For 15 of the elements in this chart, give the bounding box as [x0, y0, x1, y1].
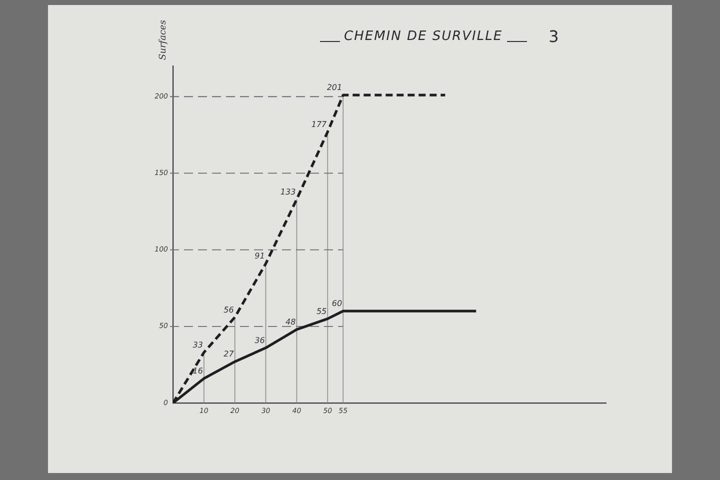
data-label: 60: [332, 299, 342, 308]
data-label: 27: [224, 350, 235, 359]
data-label: 55: [316, 306, 327, 316]
text: 3: [548, 27, 559, 46]
data-label: 56: [224, 305, 234, 314]
chart-title: CHEMIN DE SURVILLE: [344, 29, 503, 44]
data-label: 16: [192, 366, 203, 376]
data-label: 36: [254, 336, 265, 345]
data-label: 133: [280, 187, 296, 196]
data-label: 201: [326, 83, 342, 92]
data-label: 48: [286, 318, 296, 327]
data-label: 91: [254, 252, 265, 261]
y-axis-title: Surfaces: [158, 20, 168, 60]
data-label: 33: [192, 340, 203, 350]
data-label: 177: [311, 120, 328, 129]
